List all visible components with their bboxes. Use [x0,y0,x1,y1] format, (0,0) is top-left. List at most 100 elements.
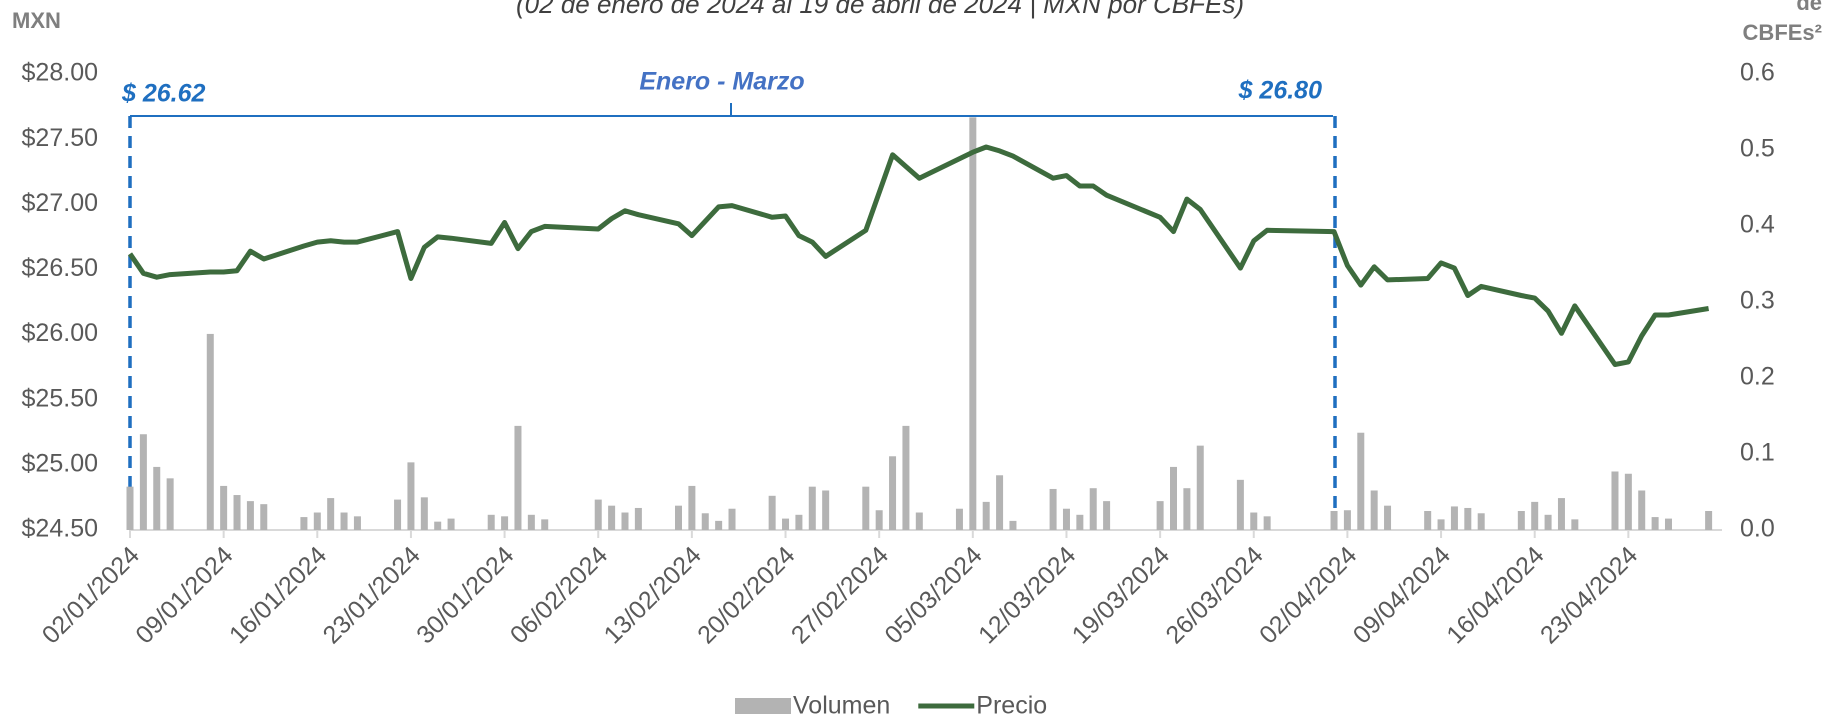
bar [996,475,1004,530]
x-tick-label: 20/02/2024 [692,541,800,649]
bar [1263,516,1271,530]
bar [420,497,428,530]
y-tick-label: $26.00 [22,319,98,347]
bar [782,518,790,530]
bar [1089,488,1097,530]
annotation: $ 26.80 [1238,77,1323,105]
y-tick-label: $27.50 [22,124,98,152]
bar [1664,518,1672,530]
x-tick-label: 23/04/2024 [1535,541,1643,649]
bar [501,516,509,530]
bar [1076,514,1084,530]
y-tick-label: $25.00 [22,449,98,477]
x-tick-label: 09/04/2024 [1348,541,1456,649]
x-tick-label: 02/04/2024 [1254,541,1362,649]
chart-title: (02 de enero de 2024 al 19 de abril de 2… [516,0,1244,19]
bar [768,495,776,530]
bar [206,333,214,530]
bar [487,514,495,530]
x-tick-label: 27/02/2024 [786,541,894,649]
y2-tick-label: 0.2 [1740,363,1775,391]
y2-axis-label: CBFEs² [1743,20,1822,45]
bar [313,512,321,530]
bar [407,462,415,530]
y2-tick-label: 0.4 [1740,211,1775,239]
bar [126,486,134,530]
x-tick-label: 23/01/2024 [318,541,426,649]
bar [1343,510,1351,530]
bar [1557,498,1565,530]
bar [139,434,147,530]
bar [1544,514,1552,530]
bar [1638,490,1646,530]
bar [715,520,723,530]
bar [233,495,241,530]
x-tick-label: 13/02/2024 [599,541,707,649]
bar [862,486,870,530]
bar [300,517,308,530]
y-axis-label: MXN [12,8,61,33]
annotation: Enero - Marzo [639,68,804,96]
bar [527,514,535,530]
bar [434,521,442,530]
y2-tick-label: 0.5 [1740,135,1775,163]
x-tick-label: 05/03/2024 [879,541,987,649]
bar [353,516,361,530]
x-tick-label: 16/04/2024 [1441,541,1549,649]
y2-tick-label: 0.1 [1740,439,1775,467]
bar [394,499,402,530]
y-tick-label: $27.00 [22,189,98,217]
bar [955,508,963,530]
bar [1517,511,1525,530]
bar [594,499,602,530]
bar [1049,488,1057,530]
bar [1651,517,1659,530]
bar [1424,511,1432,530]
price-line [127,144,1710,367]
bar [808,486,816,530]
bar [1705,511,1713,530]
bar [1009,520,1017,530]
bar [220,485,228,530]
legend-label: Precio [976,692,1047,720]
bar [701,513,709,530]
x-tick-label: 06/02/2024 [505,541,613,649]
bar [1330,511,1338,530]
bar [1464,507,1472,530]
bar [447,518,455,530]
bar [1196,445,1204,530]
bar [1477,513,1485,530]
bar [634,507,642,530]
bar [675,505,683,530]
bar [969,117,977,530]
bar [608,505,616,530]
bar [1103,501,1111,530]
bar [1156,501,1164,530]
y-tick-label: $25.50 [22,384,98,412]
bar [1183,488,1191,530]
bar [822,490,830,530]
y2-tick-label: 0.6 [1740,59,1775,87]
bar [1611,471,1619,530]
bar [166,478,174,530]
bar [1450,506,1458,530]
x-tick-label: 12/03/2024 [973,541,1081,649]
y2-axis-label: de [1796,0,1822,15]
bar [982,501,990,530]
bar [915,512,923,530]
y-tick-label: $24.50 [22,515,98,543]
bar [1250,512,1258,530]
bar [153,466,161,530]
y-tick-label: $26.50 [22,254,98,282]
annotation: $ 26.62 [121,80,206,108]
y-tick-label: $28.00 [22,59,98,87]
bar [795,514,803,530]
y2-tick-label: 0.0 [1740,515,1775,543]
bar [1624,473,1632,530]
bar [1062,508,1070,530]
bar [902,425,910,530]
bar [621,512,629,530]
y2-tick-label: 0.3 [1740,287,1775,315]
bar [246,501,254,530]
